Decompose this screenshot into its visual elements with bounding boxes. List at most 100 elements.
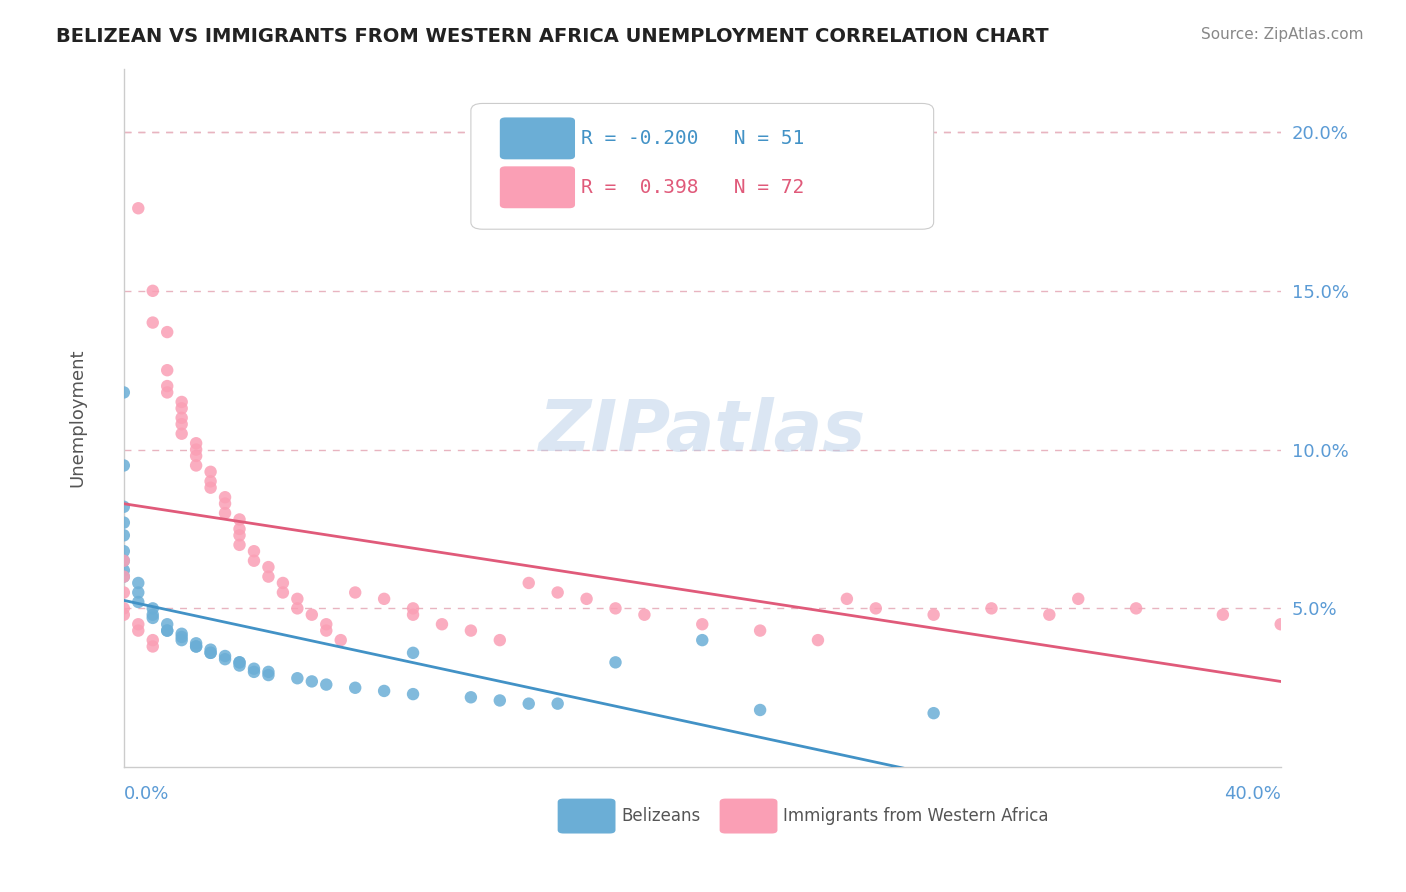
Point (200, 465, 222, 479)
Point (271, 585, 294, 599)
Point (170, 401, 193, 416)
Point (184, 640, 207, 654)
Point (112, 601, 135, 615)
Point (127, 624, 149, 638)
Point (156, 385, 179, 400)
Point (112, 563, 135, 577)
Point (228, 656, 250, 670)
Point (112, 569, 135, 583)
Point (402, 687, 425, 701)
Point (228, 522, 250, 536)
Point (344, 585, 367, 599)
Point (402, 607, 425, 622)
Point (315, 617, 337, 632)
Point (344, 681, 367, 695)
Point (214, 497, 236, 511)
Point (127, 201, 149, 215)
FancyBboxPatch shape (471, 103, 934, 229)
Point (922, 607, 945, 622)
Point (170, 630, 193, 644)
Point (127, 576, 149, 591)
Point (547, 697, 569, 711)
Point (142, 284, 165, 298)
Point (200, 481, 222, 495)
Point (373, 591, 395, 606)
Point (1067, 591, 1090, 606)
Point (142, 316, 165, 330)
Point (214, 652, 236, 666)
Point (184, 436, 207, 450)
Point (402, 601, 425, 615)
Point (112, 569, 135, 583)
Point (112, 528, 135, 542)
Point (200, 475, 222, 489)
Point (184, 640, 207, 654)
Point (127, 595, 149, 609)
Point (228, 538, 250, 552)
Point (127, 585, 149, 599)
Point (112, 554, 135, 568)
Point (112, 458, 135, 473)
Point (156, 624, 179, 638)
Point (127, 617, 149, 632)
FancyBboxPatch shape (720, 798, 778, 833)
Point (807, 633, 830, 648)
Point (228, 658, 250, 673)
Point (112, 544, 135, 558)
Point (749, 624, 772, 638)
Point (605, 656, 627, 670)
Point (257, 560, 280, 574)
Point (170, 627, 193, 641)
Point (112, 585, 135, 599)
Point (1270, 617, 1292, 632)
Point (142, 607, 165, 622)
Point (170, 410, 193, 425)
Point (112, 554, 135, 568)
Text: R =  0.398   N = 72: R = 0.398 N = 72 (581, 178, 804, 197)
Point (243, 662, 266, 676)
Point (315, 624, 337, 638)
Point (1125, 601, 1147, 615)
Point (228, 512, 250, 526)
Point (228, 528, 250, 542)
Point (1212, 607, 1234, 622)
Point (373, 684, 395, 698)
Point (142, 633, 165, 648)
Point (257, 668, 280, 682)
Point (430, 617, 453, 632)
Point (605, 601, 627, 615)
Text: BELIZEAN VS IMMIGRANTS FROM WESTERN AFRICA UNEMPLOYMENT CORRELATION CHART: BELIZEAN VS IMMIGRANTS FROM WESTERN AFRI… (56, 27, 1049, 45)
Text: Belizeans: Belizeans (621, 807, 700, 825)
Point (285, 591, 308, 606)
Point (865, 601, 887, 615)
Point (285, 671, 308, 685)
Point (156, 379, 179, 393)
Point (488, 633, 510, 648)
Text: 40.0%: 40.0% (1223, 785, 1281, 803)
Point (257, 569, 280, 583)
Point (402, 646, 425, 660)
Text: ZIPatlas: ZIPatlas (538, 397, 866, 467)
Point (575, 591, 598, 606)
Point (142, 601, 165, 615)
Text: Immigrants from Western Africa: Immigrants from Western Africa (783, 807, 1049, 825)
Point (460, 624, 482, 638)
Point (301, 674, 323, 689)
Point (243, 554, 266, 568)
Point (1038, 607, 1060, 622)
FancyBboxPatch shape (499, 118, 575, 160)
Point (285, 601, 308, 615)
Point (112, 607, 135, 622)
Point (200, 642, 222, 657)
Point (749, 703, 772, 717)
Point (301, 607, 323, 622)
Point (690, 617, 713, 632)
Point (156, 363, 179, 377)
Point (184, 442, 207, 457)
Point (517, 697, 540, 711)
Point (156, 617, 179, 632)
Point (690, 633, 713, 648)
Text: Unemployment: Unemployment (69, 349, 87, 487)
Point (112, 516, 135, 530)
Text: R = -0.200   N = 51: R = -0.200 N = 51 (581, 128, 804, 148)
